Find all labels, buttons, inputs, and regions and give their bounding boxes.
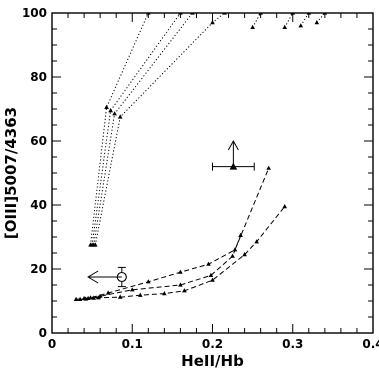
arrow-head [87, 270, 99, 284]
series-line-0 [90, 13, 149, 246]
series-line-10 [85, 235, 242, 300]
series-point [182, 288, 187, 293]
series-point [314, 20, 320, 25]
y-tick-label: 0 [39, 326, 47, 340]
observation-layer [87, 139, 255, 288]
series-point [93, 242, 98, 247]
series-point [137, 292, 143, 297]
series-point [108, 108, 113, 113]
series-point [206, 261, 211, 266]
x-tick-label: 0.1 [122, 337, 143, 351]
y-tick-label: 60 [30, 134, 47, 148]
y-axis-title: [OIII]5007/4363 [2, 107, 20, 239]
series-line-3 [94, 13, 225, 246]
x-tick-label: 0.2 [202, 337, 223, 351]
series-point [104, 104, 109, 109]
y-tick-label: 80 [30, 70, 47, 84]
series-point [178, 269, 183, 274]
series-line-6 [300, 13, 310, 27]
series-line-5 [284, 13, 294, 28]
y-tick-label: 100 [22, 6, 47, 20]
y-tick-label: 40 [30, 198, 47, 212]
arrow-head [227, 139, 239, 151]
series-point [250, 24, 255, 29]
series-point [208, 272, 214, 277]
series-point [210, 20, 215, 25]
tick-layer: 0 0.1 0.2 0.3 0.4 0 20 40 60 80 100 [22, 6, 379, 351]
series-point [91, 295, 97, 300]
series-point [282, 204, 288, 209]
series-point [73, 296, 79, 301]
series-point [238, 232, 243, 237]
y-tick-label: 20 [30, 262, 47, 276]
series-point [146, 279, 151, 284]
series-point [77, 296, 83, 301]
series-point [298, 23, 304, 28]
series-line-9 [80, 206, 286, 300]
series-point [242, 252, 247, 257]
series-point [129, 287, 135, 292]
series-point [254, 239, 259, 244]
series-point [162, 291, 167, 296]
x-tick-label: 0.4 [362, 337, 379, 351]
series-point [230, 253, 235, 258]
series-point [282, 24, 288, 29]
series-line-1 [91, 13, 181, 246]
series-line-2 [93, 13, 193, 246]
series-point [112, 111, 117, 116]
series-point [117, 114, 123, 119]
x-tick-label: 0 [48, 337, 56, 351]
x-tick-label: 0.3 [282, 337, 303, 351]
series-point [97, 293, 103, 298]
series-point [117, 294, 123, 299]
series-point [105, 290, 111, 295]
series-point [83, 296, 89, 301]
series-layer [73, 13, 328, 301]
series-line-8 [76, 168, 270, 300]
x-axis-title: HeII/Hb [181, 352, 244, 370]
series-point [178, 282, 183, 287]
series-line-4 [252, 13, 262, 28]
series-point [266, 165, 271, 170]
plot-frame [51, 12, 374, 334]
series-point [210, 277, 215, 282]
